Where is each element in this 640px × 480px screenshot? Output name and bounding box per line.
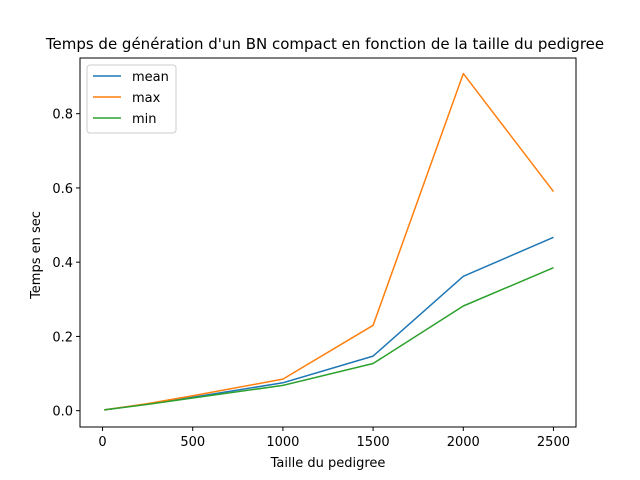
legend-label-mean: mean: [132, 70, 169, 85]
plot-frame: [79, 57, 577, 428]
legend-box: [86, 64, 177, 134]
y-tick-label: 0.2: [52, 330, 73, 345]
legend: mean max min: [86, 64, 177, 134]
axis-ticks: 0 500 1000 1500 2000 2500 0.0 0.2 0.4 0.6 0.8: [52, 108, 570, 450]
x-tick-label: 0: [98, 435, 106, 450]
y-tick-label: 0.4: [52, 256, 73, 271]
chart-title: Temps de génération d'un BN compact en f…: [45, 35, 604, 53]
y-tick-label: 0.8: [52, 108, 73, 123]
x-tick-label: 2500: [537, 435, 570, 450]
x-axis-label: Taille du pedigree: [270, 456, 386, 471]
series-line-mean: [104, 236, 554, 411]
y-axis-label: Temps en sec: [29, 211, 44, 300]
legend-label-min: min: [132, 112, 157, 127]
legend-label-max: max: [132, 91, 161, 106]
series-line-min: [104, 267, 554, 411]
series-line-max: [104, 72, 555, 411]
x-tick-label: 1500: [357, 435, 390, 450]
x-tick-label: 2000: [447, 435, 480, 450]
y-tick-label: 0.6: [52, 182, 73, 197]
plot-series: [104, 72, 555, 411]
x-tick-label: 500: [180, 435, 205, 450]
x-tick-label: 1000: [266, 435, 299, 450]
y-tick-label: 0.0: [52, 405, 73, 420]
